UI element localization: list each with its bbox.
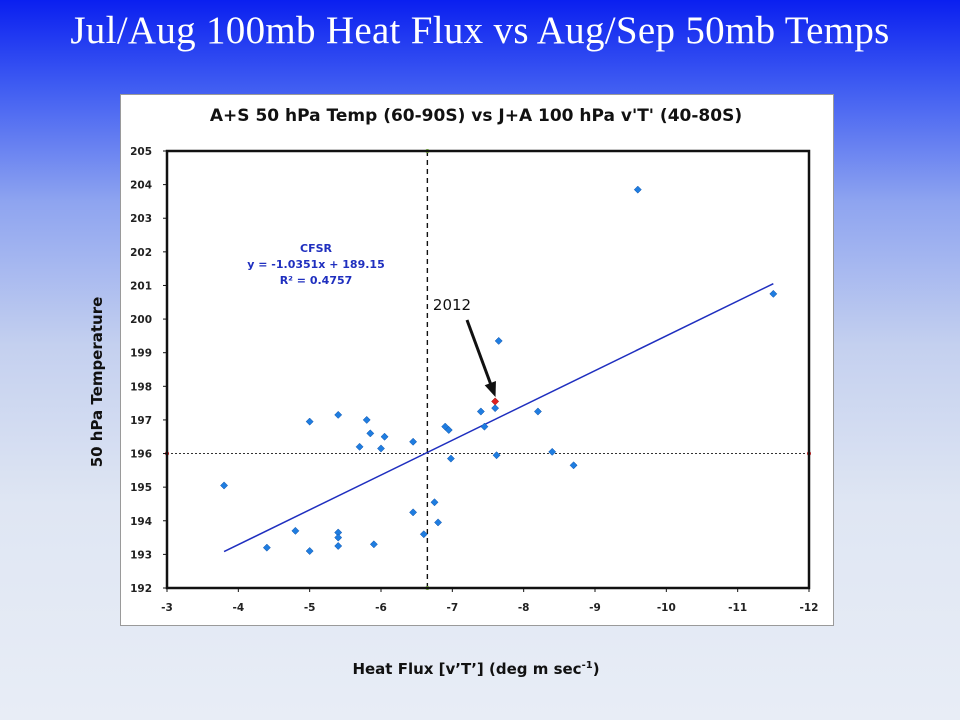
data-point <box>491 404 500 413</box>
data-point <box>362 415 371 424</box>
data-point <box>334 542 343 550</box>
tick-labels: -3 -4 -5 -6 -7 -8 -9 -10 -11 -12 192 193 194 195 196 19… <box>130 146 818 614</box>
data-point <box>355 442 364 451</box>
equation-line: y = -1.0351x + 189.15 <box>247 258 384 271</box>
slide-title: Jul/Aug 100mb Heat Flux vs Aug/Sep 50mb … <box>70 9 890 52</box>
data-point <box>419 530 428 539</box>
y-tick-label: 198 <box>130 381 152 393</box>
chart-title: A+S 50 hPa Temp (60-90S) vs J+A 100 hPa … <box>209 106 743 126</box>
trendline <box>223 282 774 553</box>
annotation-arrow-shaft <box>465 319 496 394</box>
data-point <box>480 422 489 431</box>
y-tick-label: 195 <box>130 482 152 494</box>
y-tick-label: 193 <box>130 549 152 561</box>
x-tick-label: -10 <box>657 602 676 614</box>
trendline-group <box>223 282 774 553</box>
data-point <box>769 289 778 298</box>
chart-area <box>120 94 834 626</box>
x-tick-label: -7 <box>446 602 458 614</box>
y-tick-label: 197 <box>130 415 152 427</box>
data-point <box>366 429 375 438</box>
data-point <box>434 518 443 527</box>
y-tick-label: 199 <box>130 348 152 360</box>
x-axis-label: Heat Flux [v’T’] (deg m sec-1) <box>352 660 600 678</box>
reference-lines <box>165 149 811 590</box>
x-tick-label: -3 <box>161 602 173 614</box>
equation-line: R² = 0.4757 <box>280 274 353 287</box>
data-point <box>305 547 314 555</box>
data-point <box>409 508 418 517</box>
highlight-point-2012 <box>491 397 500 406</box>
data-point <box>492 451 501 460</box>
y-tick-label: 203 <box>130 213 152 225</box>
x-tick-label: -5 <box>304 602 316 614</box>
data-point <box>220 481 229 490</box>
data-point <box>409 437 418 446</box>
data-point <box>494 336 503 345</box>
plot-frame <box>165 149 811 590</box>
x-tick-label: -8 <box>518 602 530 614</box>
annotation-arrow-head <box>484 381 496 398</box>
year-annotation: 2012 <box>433 296 496 398</box>
y-tick-label: 196 <box>130 449 152 461</box>
data-point <box>569 461 578 470</box>
data-point <box>334 533 343 542</box>
data-point <box>476 407 485 416</box>
data-point <box>446 454 455 463</box>
y-tick-label: 202 <box>130 247 152 259</box>
x-tick-label: -4 <box>232 602 244 614</box>
y-tick-label: 200 <box>130 314 152 326</box>
data-point <box>334 410 343 419</box>
data-point <box>430 498 439 507</box>
x-tick-label: -9 <box>589 602 601 614</box>
year-label-2012: 2012 <box>433 296 471 314</box>
data-point <box>533 407 542 416</box>
data-point <box>262 543 271 552</box>
data-point <box>305 417 314 426</box>
x-tick-label: -11 <box>728 602 747 614</box>
y-tick-label: 201 <box>130 280 152 292</box>
data-points <box>220 185 778 555</box>
x-tick-label: -6 <box>375 602 387 614</box>
y-tick-label: 194 <box>130 516 152 528</box>
data-point <box>369 540 378 549</box>
data-point <box>380 432 389 441</box>
data-point <box>291 526 300 535</box>
data-point <box>444 426 453 434</box>
y-tick-label: 205 <box>130 146 152 158</box>
y-tick-label: 192 <box>130 583 152 595</box>
equation-annotation: CFSR y = -1.0351x + 189.15 R² = 0.4757 <box>247 242 384 287</box>
x-tick-label: -12 <box>800 602 819 614</box>
data-point <box>377 444 385 453</box>
y-tick-label: 204 <box>130 180 152 192</box>
data-point <box>633 185 642 194</box>
equation-line: CFSR <box>300 242 333 255</box>
data-point <box>548 447 557 456</box>
